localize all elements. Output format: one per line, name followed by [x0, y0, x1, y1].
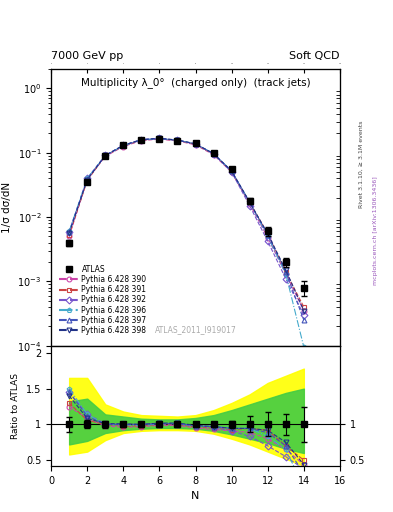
Text: mcplots.cern.ch [arXiv:1306.3436]: mcplots.cern.ch [arXiv:1306.3436]	[373, 176, 378, 285]
X-axis label: N: N	[191, 491, 200, 501]
Text: Soft QCD: Soft QCD	[290, 51, 340, 61]
Y-axis label: 1/σ dσ/dN: 1/σ dσ/dN	[2, 182, 12, 233]
Text: 7000 GeV pp: 7000 GeV pp	[51, 51, 123, 61]
Text: Multiplicity λ_0°  (charged only)  (track jets): Multiplicity λ_0° (charged only) (track …	[81, 77, 310, 89]
Y-axis label: Ratio to ATLAS: Ratio to ATLAS	[11, 373, 20, 439]
Text: ATLAS_2011_I919017: ATLAS_2011_I919017	[154, 326, 237, 335]
Text: Rivet 3.1.10, ≥ 3.1M events: Rivet 3.1.10, ≥ 3.1M events	[358, 120, 363, 207]
Legend: ATLAS, Pythia 6.428 390, Pythia 6.428 391, Pythia 6.428 392, Pythia 6.428 396, P: ATLAS, Pythia 6.428 390, Pythia 6.428 39…	[58, 263, 148, 336]
